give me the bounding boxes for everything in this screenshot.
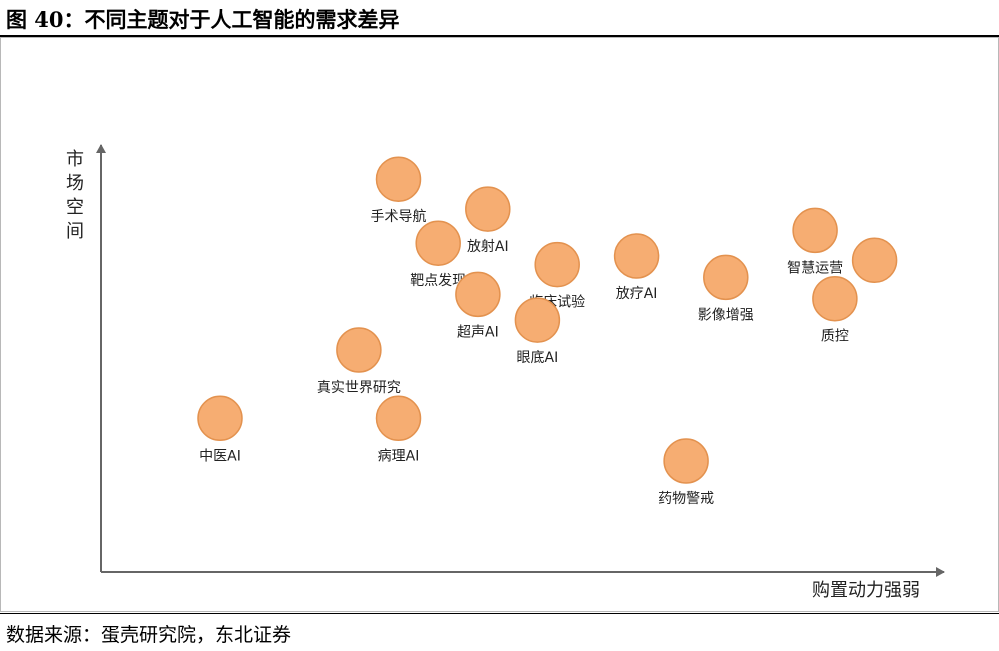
data-point-label: 靶点发现 — [410, 273, 466, 289]
data-point — [465, 186, 511, 232]
data-point — [415, 220, 461, 266]
data-point — [336, 327, 382, 373]
y-axis-label-text: 市场空间 — [66, 149, 84, 242]
data-point-label: 药物警戒 — [658, 491, 714, 507]
data-point — [375, 156, 422, 202]
source-rule — [0, 613, 999, 614]
data-point-label: 手术导航 — [371, 209, 427, 225]
chart-frame — [0, 37, 999, 612]
data-point-label: 放疗AI — [616, 286, 658, 302]
data-point — [375, 395, 422, 442]
data-point — [455, 271, 501, 318]
figure-title: 图 40：不同主题对于人工智能的需求差异 — [6, 7, 400, 32]
title-rule — [0, 35, 999, 37]
data-point-label: 病理AI — [378, 448, 420, 464]
data-point — [663, 438, 709, 484]
data-point-label: 放射AI — [467, 239, 509, 255]
data-point-label: 影像增强 — [698, 307, 754, 323]
data-point-label: 真实世界研究 — [317, 380, 401, 396]
data-point-label: 眼底AI — [517, 350, 559, 366]
y-axis-label: 市场空间 — [66, 149, 84, 242]
data-point — [197, 395, 243, 442]
source-note: 数据来源：蛋壳研究院，东北证券 — [6, 624, 292, 646]
data-point — [792, 207, 838, 254]
x-axis-label: 购置动力强弱 — [812, 580, 920, 601]
data-point — [703, 254, 749, 301]
scatter-chart: 购置动力强弱 市场空间 手术导航放射AI靶点发现临床试验放疗AI影像增强智慧运营… — [0, 37, 999, 612]
data-point-label: 智慧运营 — [787, 260, 843, 276]
data-point — [812, 275, 858, 322]
data-point-label: 中医AI — [199, 448, 241, 464]
data-point — [514, 297, 561, 343]
data-point-label: 质控 — [821, 329, 849, 345]
data-points: 手术导航放射AI靶点发现临床试验放疗AI影像增强智慧运营质控超声AI眼底AI真实… — [197, 156, 898, 507]
data-point-label: 超声AI — [457, 324, 499, 340]
data-point — [534, 241, 580, 288]
data-point — [613, 233, 660, 279]
data-point — [851, 237, 898, 284]
